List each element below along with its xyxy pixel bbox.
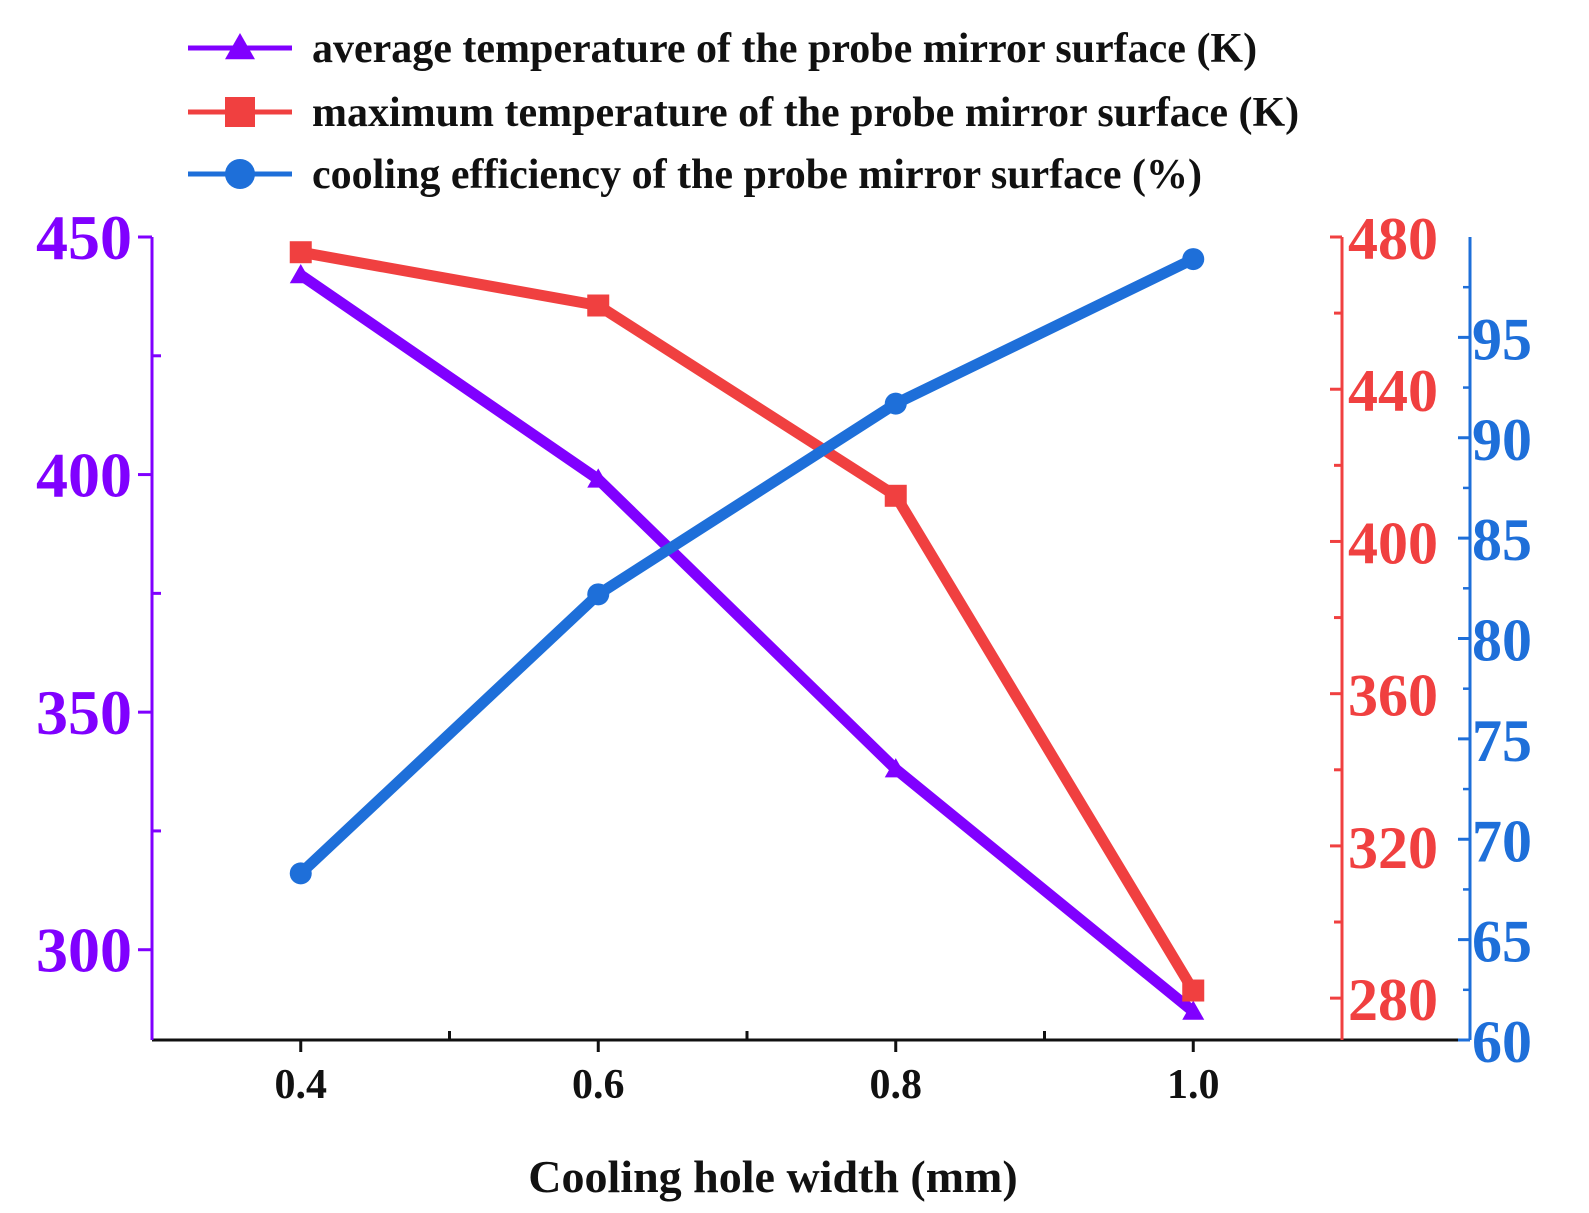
data-point-triangle [1182,1000,1205,1020]
data-point-square [1182,979,1205,1002]
data-point-circle [587,583,610,606]
right2-tick-label: 75 [1472,708,1532,774]
left-tick-label: 350 [36,677,132,748]
legend-label: cooling efficiency of the probe mirror s… [312,152,1202,198]
right2-tick-label: 90 [1472,407,1532,473]
x-tick-label: 0.4 [275,1062,328,1108]
right1-tick-label: 280 [1348,967,1438,1033]
right1-tick-label: 480 [1348,206,1438,272]
series-line-1 [297,270,1197,1016]
legend-marker-square [225,97,255,127]
right2-tick-label: 65 [1472,909,1532,975]
right1-tick-label: 360 [1348,663,1438,729]
right1-tick-label: 440 [1348,358,1438,424]
data-point-triangle [587,468,610,488]
right1-tick-label: 320 [1348,815,1438,881]
right2-tick-label: 80 [1472,608,1532,674]
legend-label: average temperature of the probe mirror … [312,26,1257,72]
data-point-square [587,294,610,317]
data-point-circle [884,392,907,415]
series-layer [289,241,1205,1020]
data-point-triangle [884,758,907,778]
data-point-square [884,484,907,507]
legend: average temperature of the probe mirror … [188,26,1299,198]
right2-tick-label: 70 [1472,808,1532,874]
left-tick-label: 400 [36,440,132,511]
x-tick-label: 0.6 [572,1062,625,1108]
legend-marker-triangle [225,33,255,60]
data-point-triangle [289,264,312,284]
axes: 0.4 0.6 0.8 1.0 300 350 400 450 280 320 360 400 440 4… [36,202,1532,1108]
data-point-circle [289,862,312,885]
right2-tick-label: 85 [1472,507,1532,573]
left-tick-label: 300 [36,915,132,986]
right2-tick-label: 95 [1472,306,1532,372]
data-point-square [289,241,312,264]
legend-label: maximum temperature of the probe mirror … [312,90,1299,136]
left-tick-label: 450 [36,202,132,273]
x-tick-label: 0.8 [870,1062,923,1108]
data-point-circle [1182,248,1205,271]
right1-tick-label: 400 [1348,510,1438,576]
x-axis-title: Cooling hole width (mm) [528,1151,1017,1202]
x-tick-label: 1.0 [1167,1062,1220,1108]
series-line-3 [296,254,1196,878]
legend-marker-circle [225,159,255,189]
series-line-2 [299,246,1198,994]
right2-tick-label: 60 [1472,1009,1532,1075]
